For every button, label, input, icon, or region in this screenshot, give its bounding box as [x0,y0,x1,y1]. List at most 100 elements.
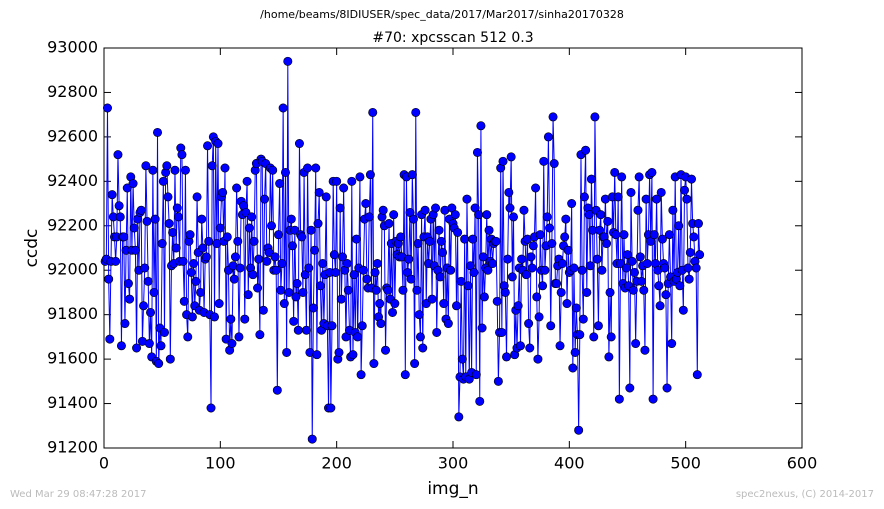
data-point [327,321,337,331]
data-point [297,232,307,242]
data-point [574,425,584,435]
data-point [140,263,150,273]
data-point [234,332,244,342]
data-point [633,205,643,215]
data-point [527,263,537,273]
data-point [102,103,112,113]
x-axis-label: img_n [427,479,478,499]
data-point [227,339,237,349]
data-point [170,165,180,175]
data-point [178,256,188,266]
data-point [567,199,577,209]
data-point [585,261,595,271]
data-point [552,279,562,289]
data-point [156,341,166,351]
data-point [577,265,587,275]
data-point [578,314,588,324]
data-point [498,156,508,166]
data-point [284,287,294,297]
data-point [425,236,435,246]
data-point [273,230,283,240]
data-point [605,287,615,297]
data-point [568,363,578,373]
data-point [213,139,223,149]
data-point [582,287,592,297]
data-point [479,292,489,302]
data-point [411,107,421,117]
data-point [689,232,699,242]
data-point [604,352,614,362]
data-point [482,210,492,220]
data-point [477,323,487,333]
x-tick-label: 500 [670,454,701,473]
data-point [335,203,345,213]
data-point [362,274,372,284]
data-point [371,285,381,295]
data-point [272,385,282,395]
footer-left: Wed Mar 29 08:47:28 2017 [10,489,146,500]
data-point [571,303,581,313]
data-point [189,259,199,269]
data-point [451,301,461,311]
data-point [164,219,174,229]
data-point [376,319,386,329]
data-point [129,223,139,233]
x-tick-label: 0 [99,454,109,473]
data-point [561,214,571,224]
data-point [207,161,217,171]
data-point [431,203,441,213]
data-point [617,172,627,182]
data-point [125,294,135,304]
data-point [206,403,216,413]
data-point [384,219,394,229]
data-point [462,194,472,204]
data-point [187,312,197,322]
data-point [280,167,290,177]
data-point [304,263,314,273]
data-point [657,234,667,244]
data-point [531,183,541,193]
data-point [649,230,659,240]
data-point [412,285,422,295]
data-point [291,292,301,302]
data-point [622,250,632,260]
data-point [667,339,677,349]
data-point [277,259,287,269]
data-point [517,254,527,264]
data-point [249,236,259,246]
data-point [639,285,649,295]
data-point [396,232,406,242]
data-point [292,279,302,289]
data-point [289,316,299,326]
data-point [693,219,703,229]
data-point [635,252,645,262]
data-point [463,281,473,291]
data-point [282,347,292,357]
data-point [370,267,380,277]
data-point [474,210,484,220]
data-point [162,161,172,171]
data-point [427,294,437,304]
data-point [418,343,428,353]
data-point [504,187,514,197]
data-point [315,281,325,291]
data-point [410,359,420,369]
data-point [680,185,690,195]
data-point [222,232,232,242]
data-point [400,370,410,380]
data-point [540,265,550,275]
data-point [686,174,696,184]
data-point [149,287,159,297]
data-point [104,274,114,284]
data-point [336,294,346,304]
data-point [497,327,507,337]
data-point [233,236,243,246]
y-tick-label: 92600 [47,126,98,145]
data-point [628,285,638,295]
data-point [584,210,594,220]
y-tick-label: 92400 [47,171,98,190]
y-tick-label: 92800 [47,82,98,101]
data-point [539,156,549,166]
data-point [287,241,297,251]
